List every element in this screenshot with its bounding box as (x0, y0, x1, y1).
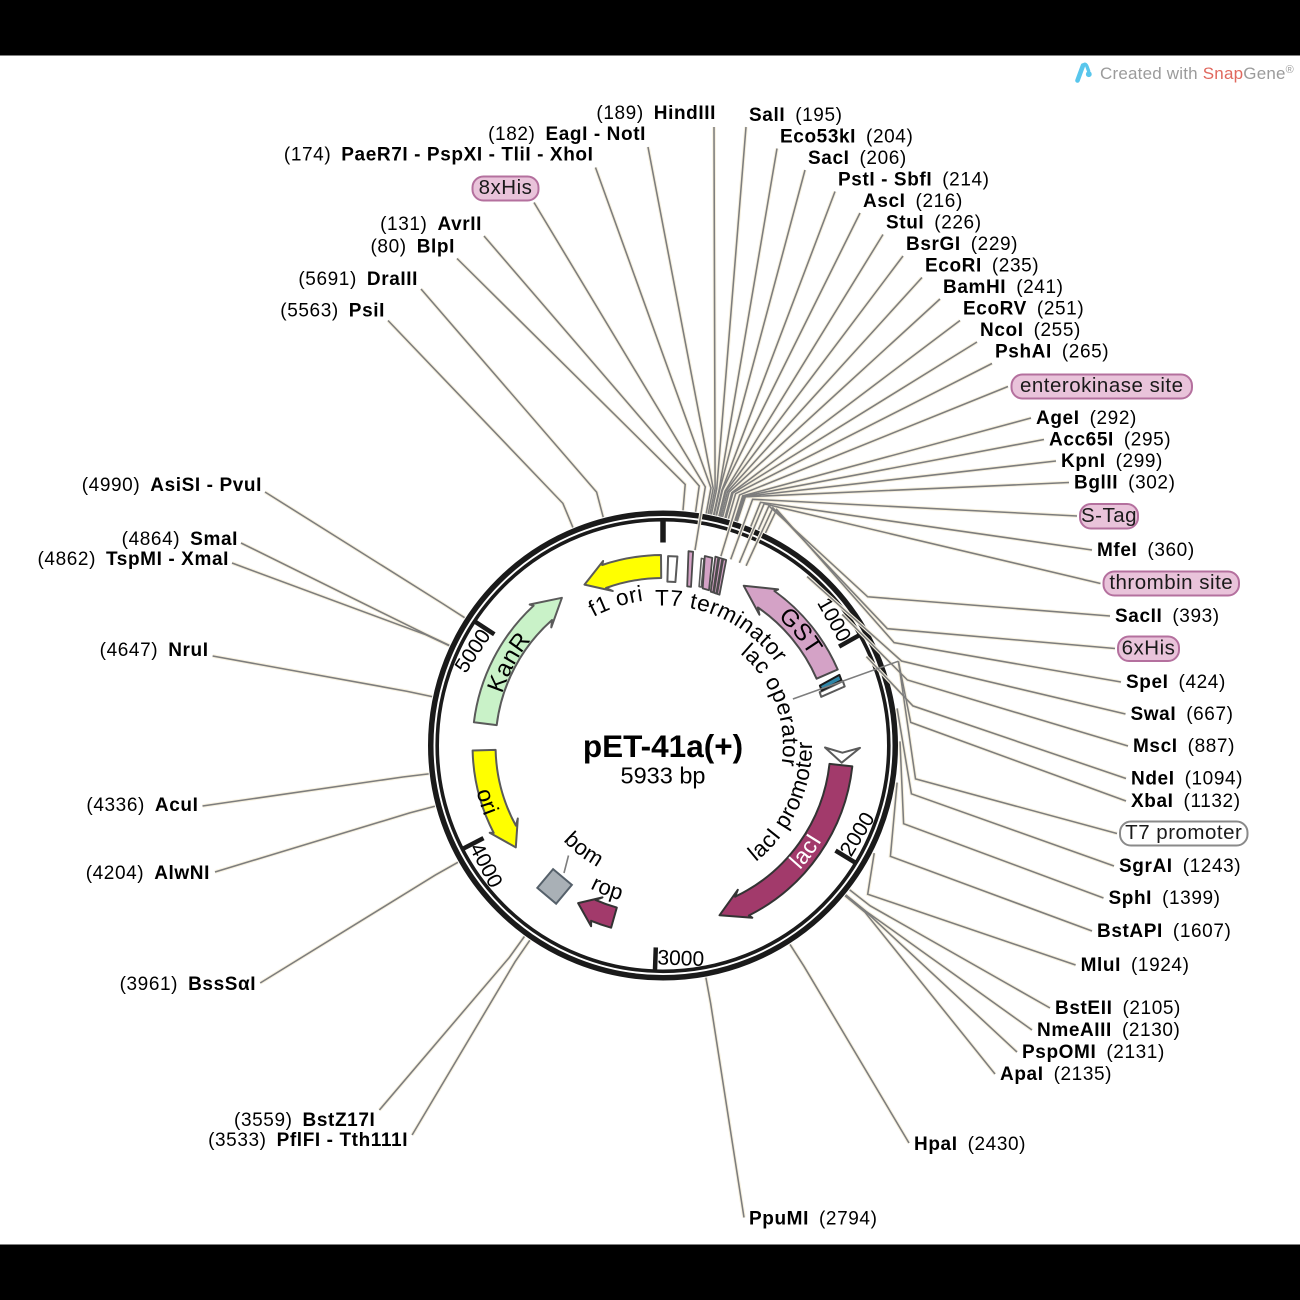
svg-text:NdeI(1094): NdeI (1094) (1131, 769, 1243, 790)
svg-text:AscI(216): AscI (216) (863, 191, 963, 212)
svg-text:SalI(195): SalI (195) (749, 105, 843, 126)
svg-text:SphI(1399): SphI (1399) (1109, 888, 1221, 909)
svg-text:(174)PaeR7I - PspXI - TliI - X: (174) PaeR7I - PspXI - TliI - XhoI (284, 145, 594, 166)
svg-text:MfeI(360): MfeI (360) (1097, 540, 1195, 561)
svg-text:5933 bp: 5933 bp (621, 763, 706, 789)
svg-text:T7 promoter: T7 promoter (1125, 821, 1242, 844)
svg-text:KpnI(299): KpnI (299) (1061, 451, 1163, 472)
svg-text:PpuMI(2794): PpuMI (2794) (749, 1209, 878, 1230)
svg-text:SpeI(424): SpeI (424) (1126, 672, 1226, 693)
svg-text:(3559)BstZ17I: (3559) BstZ17I (234, 1110, 375, 1131)
svg-text:pET-41a(+): pET-41a(+) (583, 728, 743, 764)
svg-text:SacI(206): SacI (206) (808, 148, 907, 169)
svg-text:NcoI(255): NcoI (255) (980, 320, 1081, 341)
svg-text:Created with SnapGene®: Created with SnapGene® (1100, 64, 1294, 83)
svg-text:(189)HindIII: (189) HindIII (596, 103, 716, 124)
svg-text:S-Tag: S-Tag (1081, 504, 1137, 527)
svg-text:(4862)TspMI - XmaI: (4862) TspMI - XmaI (37, 549, 229, 570)
svg-text:MscI(887): MscI (887) (1133, 736, 1235, 757)
svg-text:SwaI(667): SwaI (667) (1131, 704, 1234, 725)
svg-text:8xHis: 8xHis (479, 176, 533, 199)
svg-text:BstAPI(1607): BstAPI (1607) (1097, 921, 1231, 942)
svg-text:PstI - SbfI(214): PstI - SbfI (214) (838, 170, 990, 191)
svg-text:NmeAIII(2130): NmeAIII (2130) (1037, 1020, 1180, 1041)
svg-text:Acc65I(295): Acc65I (295) (1049, 430, 1171, 451)
svg-text:(3961)BssSαI: (3961) BssSαI (120, 974, 257, 995)
svg-text:6xHis: 6xHis (1122, 637, 1176, 660)
svg-text:PshAI(265): PshAI (265) (995, 342, 1109, 363)
svg-text:BamHI(241): BamHI (241) (943, 277, 1064, 298)
svg-text:enterokinase site: enterokinase site (1020, 374, 1183, 397)
svg-text:Eco53kI(204): Eco53kI (204) (780, 127, 913, 148)
svg-text:EcoRI(235): EcoRI (235) (925, 256, 1039, 277)
svg-text:BsrGI(229): BsrGI (229) (906, 234, 1018, 255)
svg-text:(5563)PsiI: (5563) PsiI (280, 301, 385, 322)
svg-text:(4864)SmaI: (4864) SmaI (122, 529, 238, 550)
svg-text:thrombin site: thrombin site (1109, 571, 1233, 594)
svg-text:PspOMI(2131): PspOMI (2131) (1022, 1042, 1165, 1063)
svg-text:(3533)PflFI - Tth111I: (3533) PflFI - Tth111I (208, 1130, 408, 1151)
svg-text:StuI(226): StuI (226) (886, 213, 982, 234)
svg-text:(4647)NruI: (4647) NruI (100, 640, 209, 661)
svg-text:BglII(302): BglII (302) (1074, 473, 1176, 494)
svg-text:ApaI(2135): ApaI (2135) (1000, 1064, 1112, 1085)
svg-text:EcoRV(251): EcoRV (251) (963, 299, 1084, 320)
svg-text:(4990)AsiSI - PvuI: (4990) AsiSI - PvuI (82, 475, 262, 496)
svg-text:BstEII(2105): BstEII (2105) (1055, 998, 1181, 1019)
svg-text:XbaI(1132): XbaI (1132) (1131, 791, 1241, 812)
svg-text:MluI(1924): MluI (1924) (1081, 955, 1190, 976)
svg-text:HpaI(2430): HpaI (2430) (914, 1134, 1026, 1155)
svg-text:3000: 3000 (657, 946, 704, 971)
svg-text:(182)EagI - NotI: (182) EagI - NotI (488, 124, 646, 145)
svg-text:SgrAI(1243): SgrAI (1243) (1119, 856, 1241, 877)
svg-text:SacII(393): SacII (393) (1115, 606, 1220, 627)
svg-text:(4336)AcuI: (4336) AcuI (86, 795, 198, 816)
svg-text:AgeI(292): AgeI (292) (1036, 408, 1137, 429)
